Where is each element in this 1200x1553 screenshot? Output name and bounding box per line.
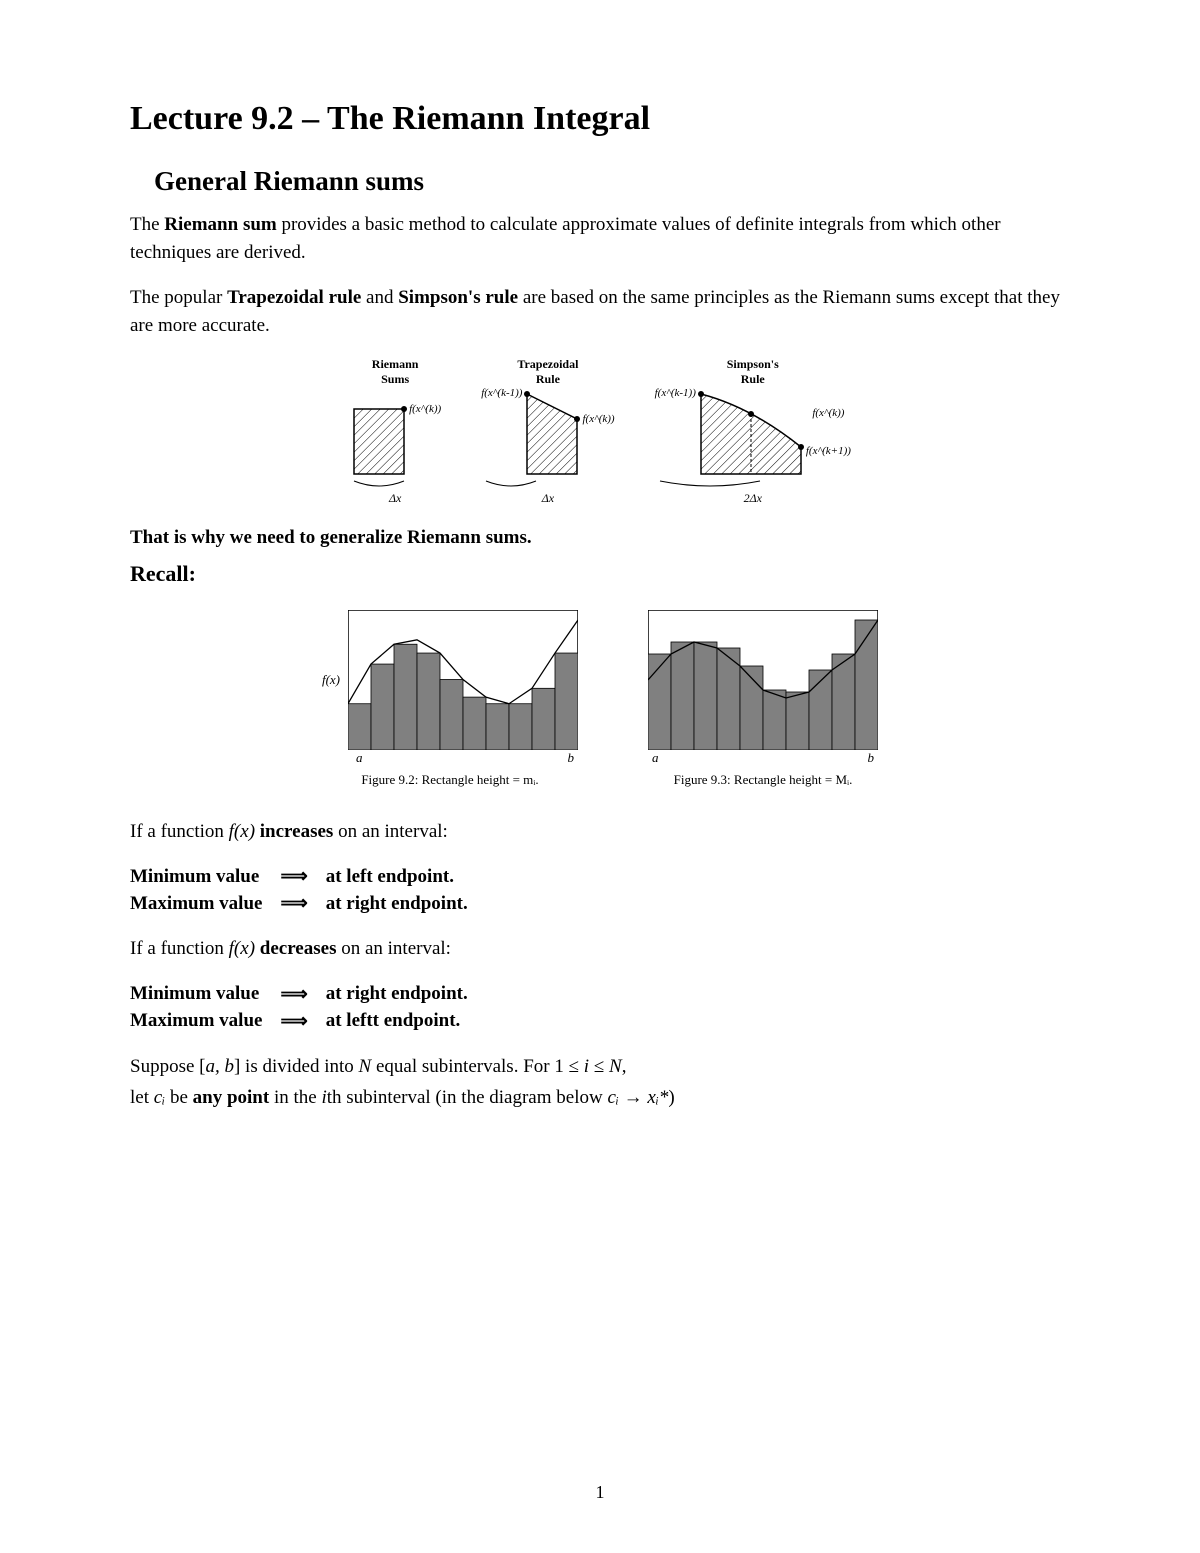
intro-para-1: The Riemann sum provides a basic method … bbox=[130, 211, 1070, 266]
let-line: let cᵢ be any point in the ith subinterv… bbox=[130, 1084, 1070, 1112]
recall-heading: Recall: bbox=[130, 558, 1070, 590]
chart-left-svg bbox=[348, 610, 578, 750]
section-heading: General Riemann sums bbox=[154, 166, 1070, 197]
generalize-statement: That is why we need to generalize Rieman… bbox=[130, 524, 1070, 552]
rules-figure-row: Riemann Sums f(x^(k)) Δx Trapezoidal Rul… bbox=[130, 357, 1070, 506]
page-number: 1 bbox=[596, 1482, 605, 1503]
simpsons-rule-figure: Simpson's Rule f(x^(k-1)) f(x^(k)) f(x^(… bbox=[655, 357, 851, 506]
page-title: Lecture 9.2 – The Riemann Integral bbox=[130, 100, 1070, 138]
decreases-intro: If a function f(x) decreases on an inter… bbox=[130, 935, 1070, 963]
recall-chart-right: ab Figure 9.3: Rectangle height = Mᵢ. bbox=[648, 610, 878, 788]
riemann-sums-figure: Riemann Sums f(x^(k)) Δx bbox=[349, 357, 441, 506]
trapezoidal-rule-figure: Trapezoidal Rule f(x^(k-1)) f(x^(k)) Δx bbox=[481, 357, 614, 506]
recall-chart-left: f(x) ab Figure 9.2: Rectangle height = m… bbox=[322, 610, 578, 788]
chart-right-svg bbox=[648, 610, 878, 750]
increases-intro: If a function f(x) increases on an inter… bbox=[130, 818, 1070, 846]
trapezoid-shape-icon bbox=[522, 389, 582, 479]
decreases-table: Minimum value⟹at right endpoint. Maximum… bbox=[130, 981, 486, 1035]
simpson-shape-icon bbox=[696, 389, 806, 479]
recall-charts-row: f(x) ab Figure 9.2: Rectangle height = m… bbox=[130, 610, 1070, 788]
suppose-line: Suppose [a, b] is divided into N equal s… bbox=[130, 1053, 1070, 1081]
intro-para-2: The popular Trapezoidal rule and Simpson… bbox=[130, 284, 1070, 339]
increases-table: Minimum value⟹at left endpoint. Maximum … bbox=[130, 863, 486, 917]
riemann-shape-icon bbox=[349, 389, 409, 479]
